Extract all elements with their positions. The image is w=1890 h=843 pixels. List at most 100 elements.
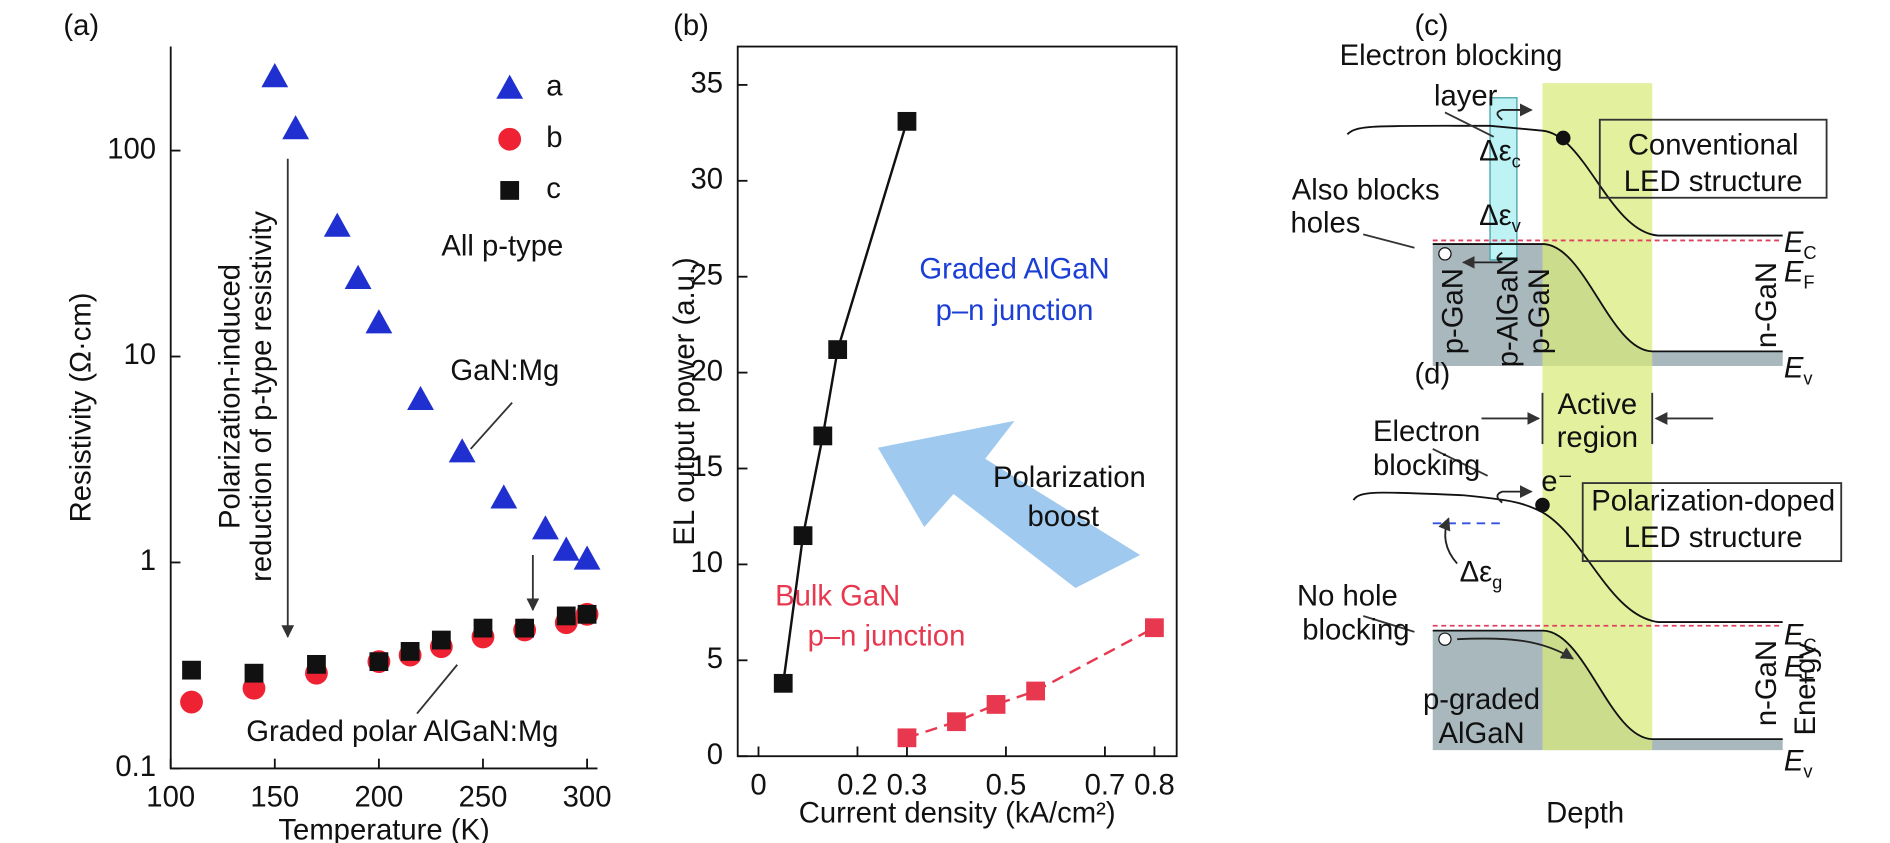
label-main: Δε [1460, 556, 1493, 588]
valence-band [1432, 243, 1783, 353]
x-tick-label: 0.3 [887, 769, 928, 801]
x-tick-label: 0 [750, 769, 766, 801]
annotation: p–n junction [808, 621, 966, 653]
marker-circle [180, 690, 203, 714]
annotation: Polarization-induced [214, 264, 246, 529]
panel-label: (a) [63, 10, 99, 42]
diagram-label: e⁻ [1541, 466, 1573, 498]
x-tick-label: 0.7 [1085, 769, 1126, 801]
diagram-label: n-GaN [1751, 262, 1783, 348]
marker-square [897, 728, 917, 748]
label-sub: F [1803, 272, 1814, 293]
gap-arrow [1438, 517, 1458, 565]
marker-triangle [323, 212, 351, 237]
annotation: reduction of p-type resistivity [246, 211, 278, 582]
y-tick-label: 5 [707, 643, 723, 675]
y-axis-label: EL output power (a.u.) [669, 257, 701, 545]
marker-square [244, 663, 264, 683]
diagram-label: holes [1290, 207, 1360, 239]
label-sub: F [1803, 667, 1814, 688]
annotation: Bulk GaN [775, 580, 900, 612]
electron [1535, 497, 1550, 513]
diagram-label: Δεv [1479, 200, 1522, 237]
marker-triangle [490, 484, 518, 509]
diagram-label: Electron [1373, 416, 1480, 448]
label-main: Δε [1479, 135, 1512, 167]
marker-square [828, 340, 848, 359]
label-box [1581, 482, 1843, 563]
label-main: Δε [1479, 200, 1512, 232]
marker-square [773, 673, 793, 693]
conduction-band [1346, 124, 1783, 237]
marker-square [947, 712, 966, 732]
marker-triangle [344, 264, 372, 289]
diagram-label: Polarization-doped [1591, 485, 1835, 517]
leader [1363, 233, 1415, 249]
x-tick-label: 0.5 [986, 769, 1027, 801]
y-tick-label: 10 [691, 547, 724, 579]
diagram-label: EF [1784, 651, 1815, 688]
legend-label: c [546, 173, 561, 205]
marker-triangle [448, 438, 476, 463]
hole [1438, 247, 1452, 261]
diagram-label: region [1557, 422, 1638, 454]
leader [469, 401, 513, 450]
diagram-label: EC [1784, 227, 1817, 264]
y-tick-label: 20 [691, 355, 724, 387]
label-sub: v [1512, 216, 1522, 237]
annotation: Graded polar AlGaN:Mg [246, 716, 558, 748]
diagram-label: Δεc [1479, 135, 1521, 172]
x-tick-label: 100 [146, 782, 195, 814]
label-sub: v [1803, 368, 1813, 389]
diagram-label: EF [1784, 256, 1815, 293]
label-box [1598, 118, 1828, 199]
leader [416, 664, 458, 715]
diagram-label: Energy [1790, 642, 1822, 735]
label-main: E [1784, 352, 1804, 384]
diagram-label: Depth [1546, 797, 1624, 829]
series-line [906, 626, 1155, 739]
boost-arrow [877, 420, 1141, 588]
diagram-label: n-GaN [1751, 640, 1783, 726]
x-tick-label: 300 [563, 782, 612, 814]
label-sub: g [1492, 572, 1502, 593]
hole [1438, 632, 1452, 646]
y-tick-label: 0 [707, 739, 723, 771]
plot-frame [736, 45, 1178, 758]
annotation: Polarization [993, 462, 1146, 494]
diagram-label: layer [1434, 80, 1498, 112]
panel-a-arrows [281, 158, 540, 715]
marker-square [182, 660, 201, 680]
y-tick-label: 1 [140, 545, 156, 577]
label-sub: v [1803, 761, 1813, 782]
legend-marker [500, 181, 520, 200]
y-tick-label: 35 [691, 68, 724, 100]
y-tick-label: 15 [691, 451, 724, 483]
marker-square [813, 426, 833, 446]
label-main: E [1784, 227, 1804, 259]
diagram-label: Δεg [1460, 556, 1503, 593]
diagram-label: Electron blocking [1340, 40, 1563, 72]
x-tick-label: 0.8 [1134, 769, 1175, 801]
y-tick-label: 100 [107, 133, 156, 165]
leader [1432, 448, 1489, 477]
legend-marker [498, 127, 522, 151]
marker-square [400, 642, 420, 661]
diagram-label: LED structure [1624, 522, 1803, 554]
diagram-label: Also blocks [1292, 174, 1440, 206]
annotation: Graded AlGaN [919, 254, 1109, 286]
label-sub: C [1803, 635, 1816, 656]
marker-square [473, 618, 493, 638]
legend-marker [496, 74, 524, 99]
marker-square [556, 606, 576, 626]
diagram-label: Conventional [1628, 129, 1799, 161]
diagram-label: (c) [1414, 10, 1448, 42]
diagram-label: p-GaN [1437, 268, 1469, 354]
diagram-label: LED structure [1624, 166, 1803, 198]
conduction-band [1352, 491, 1783, 623]
marker-triangle [573, 545, 601, 570]
diagram-label: p-AlGaN [1492, 255, 1524, 367]
marker-square [577, 604, 597, 624]
reflect-arrow [1496, 103, 1533, 121]
